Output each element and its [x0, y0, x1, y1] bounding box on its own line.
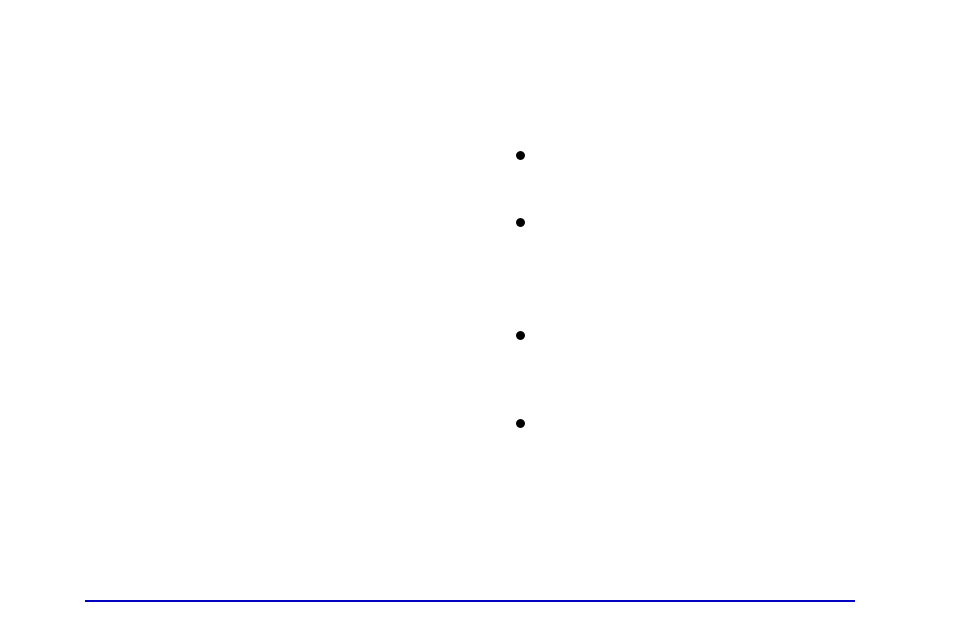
- bullet-1: [516, 151, 525, 160]
- horizontal-rule: [85, 600, 855, 602]
- page: [0, 0, 954, 636]
- bullet-3: [516, 331, 525, 340]
- bullet-2: [516, 218, 525, 227]
- bullet-4: [516, 419, 525, 428]
